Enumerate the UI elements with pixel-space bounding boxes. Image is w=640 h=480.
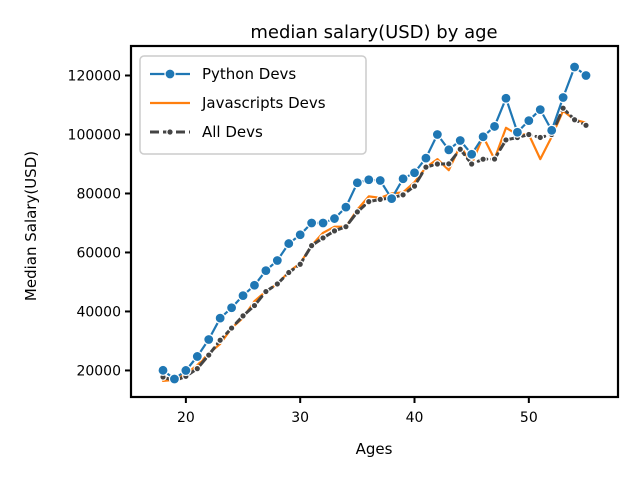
data-point: [408, 167, 421, 179]
data-point: [580, 69, 592, 82]
data-point: [271, 254, 283, 267]
data-point: [239, 312, 247, 320]
data-point: [283, 237, 295, 250]
data-point: [399, 191, 407, 199]
data-point: [374, 174, 386, 187]
data-point: [525, 130, 533, 139]
data-point: [226, 302, 238, 314]
axis-ticks: 20 30 40 50 20000 40000 60000 80000 100000 120000: [68, 68, 538, 426]
data-point: [568, 61, 581, 73]
data-point: [536, 133, 545, 142]
y-tick-label: 120000: [68, 68, 121, 84]
y-tick-label: 80000: [76, 186, 121, 202]
legend-marker: [164, 68, 176, 80]
data-point: [431, 128, 443, 141]
data-point: [342, 222, 350, 231]
x-axis-label: Ages: [356, 440, 393, 458]
data-point: [467, 160, 476, 168]
data-point: [433, 160, 442, 168]
data-point: [422, 163, 430, 171]
y-tick-label: 40000: [76, 304, 121, 320]
data-point: [191, 350, 203, 363]
data-point: [546, 124, 558, 136]
data-point: [490, 155, 499, 163]
data-point: [443, 144, 455, 156]
data-point: [294, 229, 306, 241]
legend: Python Devs Javascripts Devs All Devs: [139, 55, 367, 155]
data-point: [511, 126, 523, 138]
data-point: [307, 241, 316, 250]
data-point: [500, 92, 512, 104]
data-point: [557, 91, 569, 104]
data-point: [204, 351, 213, 359]
legend-marker: [166, 128, 174, 136]
data-point: [214, 312, 226, 324]
data-point: [351, 177, 363, 189]
x-tick-label: 50: [520, 410, 538, 426]
data-point: [328, 212, 341, 225]
data-point: [488, 120, 501, 133]
data-point: [502, 136, 510, 144]
legend-box: [139, 55, 367, 155]
data-point: [237, 290, 249, 302]
data-point: [376, 195, 385, 204]
axes-frame: [129, 44, 620, 399]
data-point: [168, 373, 181, 385]
data-point: [364, 197, 373, 206]
data-point: [570, 115, 579, 124]
data-point: [273, 280, 282, 288]
series-python-devs: [157, 61, 592, 385]
data-point: [250, 301, 259, 310]
data-point: [227, 324, 236, 332]
data-point: [306, 217, 318, 229]
y-tick-label: 100000: [68, 127, 121, 143]
x-tick-label: 20: [177, 410, 195, 426]
data-point: [193, 364, 202, 373]
data-point: [317, 217, 329, 229]
series-layer: [157, 61, 592, 385]
data-point: [456, 145, 465, 154]
data-point: [340, 201, 352, 213]
data-point: [353, 208, 362, 216]
x-tick-label: 30: [291, 410, 309, 426]
data-point: [479, 155, 487, 163]
data-point: [319, 234, 327, 242]
data-point: [477, 131, 489, 143]
y-tick-label: 20000: [76, 363, 121, 379]
data-point: [466, 148, 478, 160]
data-point: [248, 279, 261, 291]
data-point: [397, 173, 409, 185]
chart-title: median salary(USD) by age: [250, 22, 497, 43]
legend-label: All Devs: [202, 123, 263, 141]
data-point: [260, 265, 272, 277]
data-point: [454, 134, 466, 147]
x-tick-label: 40: [406, 410, 424, 426]
data-point: [582, 121, 590, 130]
data-point: [420, 152, 432, 164]
data-point: [445, 160, 453, 168]
legend-label: Javascripts Devs: [201, 94, 326, 112]
data-point: [262, 287, 270, 296]
data-point: [386, 193, 398, 205]
data-point: [216, 336, 224, 345]
y-tick-label: 60000: [76, 245, 121, 261]
plot-area-border: [129, 44, 620, 399]
data-point: [284, 268, 293, 277]
data-point: [330, 227, 339, 235]
data-point: [363, 174, 375, 186]
data-point: [296, 260, 304, 269]
data-point: [157, 364, 169, 376]
data-point: [203, 333, 215, 346]
data-point: [180, 364, 192, 377]
legend-label: Python Devs: [202, 65, 296, 83]
data-point: [410, 182, 419, 190]
data-point: [534, 104, 546, 116]
data-point: [523, 115, 535, 127]
y-axis-label: Median Salary(USD): [22, 151, 40, 301]
